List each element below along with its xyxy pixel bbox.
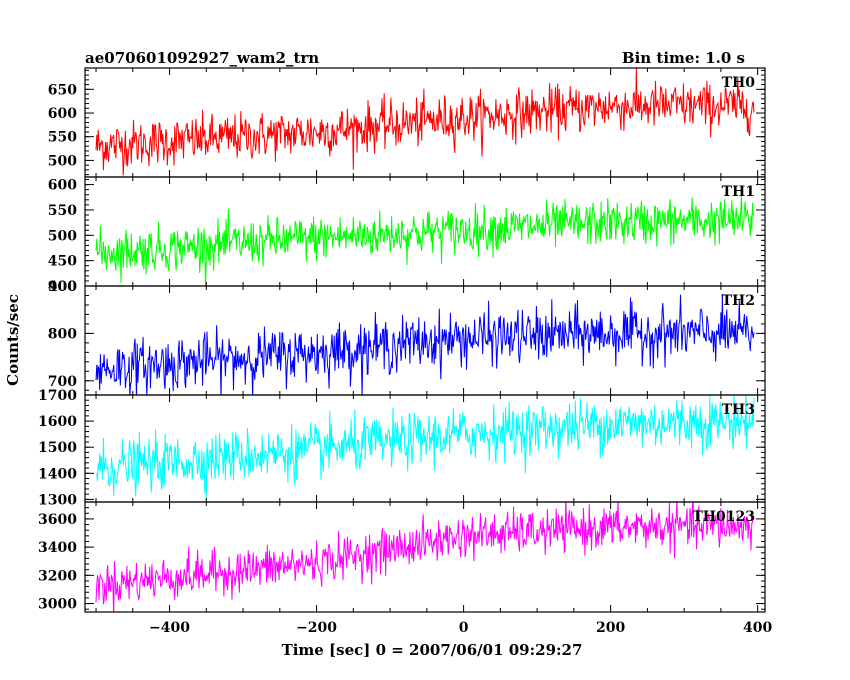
x-tick-label: 200 (596, 620, 625, 636)
y-tick-label: 600 (48, 106, 77, 122)
y-tick-label: 1700 (38, 388, 77, 404)
panel-label-th2: TH2 (722, 293, 755, 309)
panel-th3: 1300 1400 1500 1600 1700 TH3 (38, 388, 766, 508)
panel-label-th0: TH0 (722, 75, 756, 91)
y-tick-label: 1300 (38, 492, 77, 508)
y-tick-label: 3400 (38, 540, 77, 556)
y-tick-label: 550 (48, 130, 77, 146)
x-axis: −400 −200 0 200 400 (149, 620, 772, 636)
x-tick-label: 400 (743, 620, 772, 636)
bin-time-label: Bin time: 1.0 s (622, 49, 745, 67)
y-tick-label: 550 (48, 203, 77, 219)
series-line-th0 (95, 68, 755, 176)
series-line-th0123 (95, 502, 755, 612)
x-tick-label: −400 (149, 620, 190, 636)
y-tick-label: 700 (48, 374, 77, 390)
panel-th1: 400 450 500 550 600 TH1 (48, 176, 766, 295)
panel-frame (84, 501, 766, 613)
series-line-th3 (95, 395, 755, 499)
panel-th2: 700 800 900 TH2 (48, 279, 766, 396)
y-tick-label: 450 (48, 254, 77, 270)
panels: 500 550 600 650 TH0 400 450 500 550 600 TH1 700 800 9… (38, 67, 766, 613)
series-line-th1 (95, 194, 755, 286)
y-axis-label: Counts/sec (4, 294, 22, 386)
chart-title: ae070601092927_wam2_trn (85, 49, 319, 67)
y-tick-label: 600 (48, 178, 77, 194)
x-tick-label: 0 (459, 620, 469, 636)
y-tick-label: 1400 (38, 466, 77, 482)
y-tick-label: 3000 (38, 597, 77, 613)
y-tick-label: 400 (48, 279, 77, 295)
y-tick-label: 650 (48, 82, 77, 98)
x-tick-label: −200 (296, 620, 337, 636)
y-tick-label: 800 (48, 326, 77, 342)
x-axis-label: Time [sec] 0 = 2007/06/01 09:29:27 (282, 641, 583, 659)
y-tick-label: 500 (48, 153, 77, 169)
panel-label-th3: TH3 (722, 402, 755, 418)
y-tick-label: 900 (48, 279, 77, 295)
y-tick-label: 1600 (38, 414, 77, 430)
panel-frame (84, 394, 766, 503)
panel-label-th1: TH1 (722, 184, 755, 200)
y-tick-label: 1500 (38, 440, 77, 456)
y-tick-label: 3200 (38, 568, 77, 584)
panel-th0123: 3000 3200 3400 3600 TH0123 (38, 501, 766, 613)
panel-th0: 500 550 600 650 TH0 (48, 67, 766, 178)
y-tick-label: 500 (48, 228, 77, 244)
panel-label-th0123: TH0123 (692, 509, 755, 525)
y-tick-label: 3600 (38, 512, 77, 528)
series-line-th2 (95, 293, 755, 395)
